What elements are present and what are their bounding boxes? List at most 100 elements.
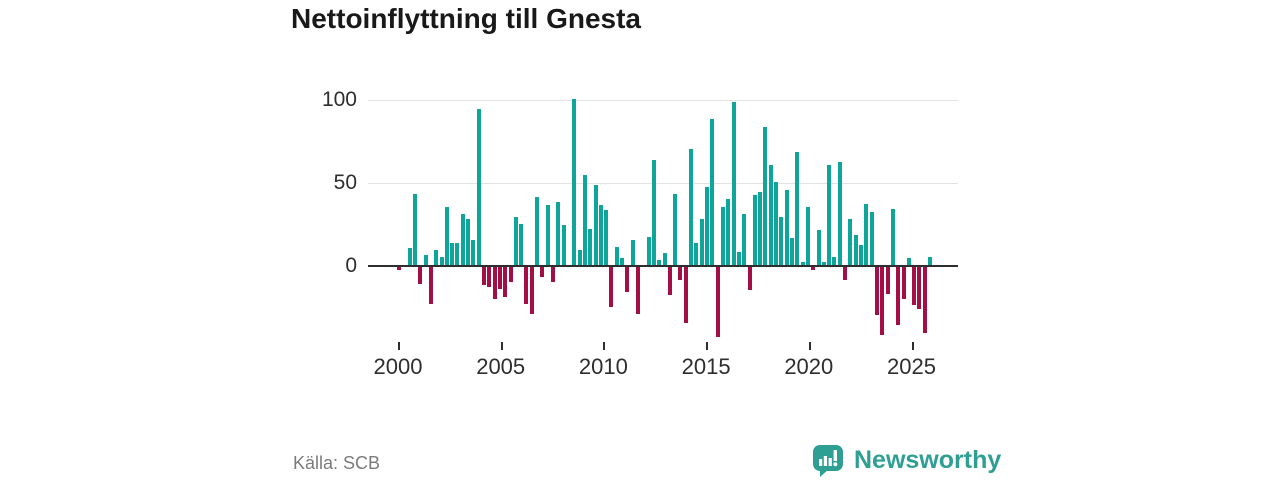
bar-negative [551, 267, 555, 282]
bar-positive [784, 190, 789, 265]
bar-positive [519, 223, 524, 265]
bar-negative [667, 267, 672, 296]
bar-positive [582, 175, 587, 265]
bar-negative [885, 267, 890, 294]
bar-negative [497, 267, 502, 289]
gridline-100 [368, 100, 958, 101]
bar-positive [763, 127, 768, 265]
bar-chart-plot-area: 2000 2005 2010 2015 2020 2025 [368, 88, 958, 388]
y-axis-tick-label-0: 0 [345, 254, 357, 277]
bar-negative [715, 267, 720, 337]
y-axis-tick-label-100: 100 [321, 88, 357, 111]
bar-positive [604, 210, 609, 265]
newsworthy-bubble-chart-icon [812, 443, 846, 477]
bar-positive [752, 195, 757, 265]
bar-positive [450, 243, 455, 265]
bar-positive [689, 148, 693, 265]
bar-negative [609, 267, 614, 307]
bar-negative [503, 267, 508, 297]
bar-negative [683, 267, 688, 324]
bar-negative [482, 267, 486, 286]
bar-positive [928, 256, 932, 265]
bar-positive [572, 99, 577, 265]
bar-negative [540, 267, 545, 277]
bar-positive [434, 250, 439, 265]
bar-negative [428, 267, 433, 304]
bar-positive [779, 216, 784, 265]
bar-positive [859, 245, 863, 265]
bar-positive [832, 256, 837, 265]
x-axis-tick-label-2000: 2000 [373, 354, 423, 379]
bar-positive [577, 250, 582, 265]
bar-positive [460, 213, 465, 265]
bar-positive [561, 225, 566, 265]
bar-negative [508, 267, 513, 282]
bar-positive [444, 206, 449, 265]
bar-positive [710, 118, 715, 265]
bar-positive [630, 240, 635, 265]
x-axis-tick-2025 [911, 342, 914, 350]
bar-positive [513, 216, 518, 265]
bar-positive [837, 162, 842, 265]
source-note: Källa: SCB [293, 453, 381, 473]
bar-positive [598, 205, 603, 265]
bar-positive [646, 236, 651, 265]
bar-positive [800, 261, 805, 265]
x-axis-tick-label-2015: 2015 [681, 354, 731, 379]
bar-positive [774, 182, 778, 265]
bar-negative [874, 267, 879, 316]
newsworthy-wordmark: Newsworthy [854, 446, 1002, 474]
x-axis-tick-label-2020: 2020 [784, 354, 834, 379]
bar-positive [821, 261, 826, 265]
bar-positive [726, 198, 731, 265]
bar-positive [412, 193, 417, 265]
bar-positive [699, 218, 704, 265]
bar-positive [705, 187, 709, 265]
bar-negative [896, 267, 901, 326]
bar-positive [651, 160, 656, 265]
bar-positive [827, 165, 832, 265]
x-axis-tick-2015 [706, 342, 709, 350]
bar-positive [864, 203, 869, 265]
bar-positive [906, 258, 911, 265]
bar-positive [736, 251, 741, 265]
bar-negative [678, 267, 683, 281]
bar-positive [805, 206, 810, 265]
newsworthy-logo[interactable]: Newsworthy [812, 443, 1001, 477]
bar-positive [476, 109, 481, 265]
y-axis-tick-label-50: 50 [333, 171, 357, 194]
x-axis-tick-2010 [603, 342, 606, 350]
bar-positive [795, 152, 800, 265]
bar-positive [848, 218, 853, 265]
bar-positive [455, 243, 460, 265]
bar-positive [816, 230, 821, 265]
bar-negative [922, 267, 927, 334]
bar-negative [901, 267, 906, 299]
bar-positive [673, 193, 678, 265]
bar-positive [545, 205, 550, 265]
bar-positive [662, 253, 667, 265]
bar-positive [471, 240, 476, 265]
bar-positive [407, 248, 412, 265]
bar-negative [635, 267, 640, 314]
bar-positive [657, 260, 662, 265]
bar-positive [720, 206, 725, 265]
bar-positive [789, 238, 794, 265]
bar-positive [588, 228, 593, 265]
bar-positive [742, 213, 747, 265]
bar-positive [731, 102, 736, 265]
bar-positive [423, 255, 428, 265]
bar-positive [593, 185, 598, 265]
x-axis-tick-label-2005: 2005 [476, 354, 526, 379]
bar-negative [747, 267, 752, 291]
bar-negative [880, 267, 885, 336]
bar-negative [418, 267, 423, 284]
bar-negative [397, 267, 401, 271]
bar-positive [853, 235, 858, 265]
x-axis-tick-2005 [500, 342, 503, 350]
x-axis-tick-2020 [808, 342, 811, 350]
bar-negative [524, 267, 529, 304]
bar-negative [917, 267, 922, 309]
x-axis-tick-label-2025: 2025 [887, 354, 936, 379]
